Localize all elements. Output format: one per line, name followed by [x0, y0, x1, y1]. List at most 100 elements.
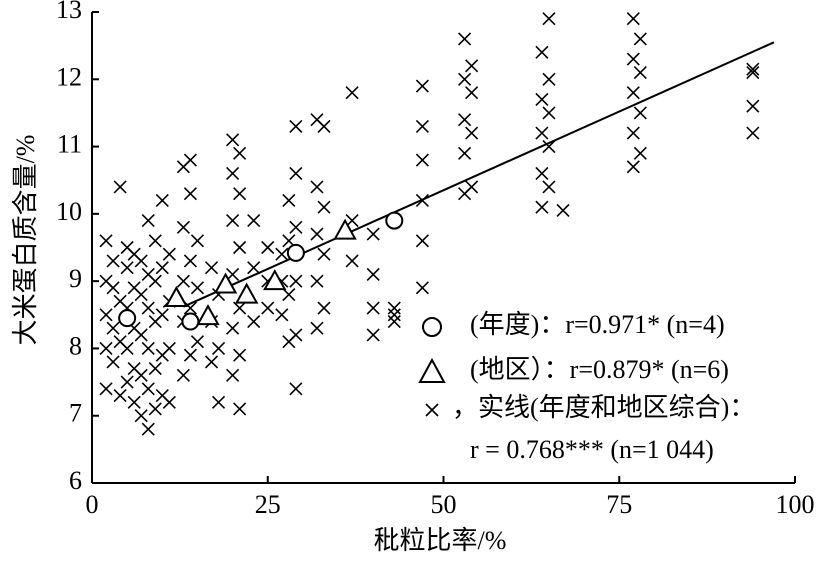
cross-point [633, 32, 647, 46]
region-point [164, 285, 189, 307]
y-tick-label: 10 [56, 197, 82, 226]
x-tick-label: 0 [86, 490, 99, 519]
cross-point [289, 274, 303, 288]
cross-point [106, 281, 120, 295]
cross-point [310, 180, 324, 194]
cross-point [99, 308, 113, 322]
cross-point [542, 140, 556, 154]
region-point [263, 269, 287, 291]
cross-point [282, 193, 296, 207]
cross-point [289, 166, 303, 181]
cross-point [226, 368, 240, 382]
fit-line [182, 41, 775, 308]
y-tick-label: 8 [69, 331, 82, 360]
cross-point [106, 355, 120, 369]
cross-point [415, 281, 429, 295]
cross-point [226, 321, 240, 335]
cross-point [289, 328, 303, 342]
cross-point [415, 234, 429, 248]
cross-point [275, 308, 289, 322]
cross-point [155, 308, 169, 322]
cross-point [345, 254, 359, 268]
cross-point [148, 402, 162, 416]
legend-label: (地区）：r=0.879* (n=6) [470, 355, 729, 384]
cross-point [134, 288, 148, 302]
cross-point [458, 146, 472, 160]
cross-point [183, 348, 197, 362]
cross-point [458, 113, 472, 127]
cross-point [190, 281, 205, 295]
cross-point [204, 355, 219, 369]
cross-point [535, 200, 549, 214]
cross-point [99, 382, 113, 396]
cross-point [633, 106, 647, 120]
cross-point [134, 368, 148, 382]
cross-point [127, 395, 141, 409]
cross-point [99, 234, 113, 248]
cross-point [345, 86, 359, 100]
region-point [333, 218, 357, 240]
cross-point [626, 160, 640, 174]
cross-point [120, 341, 134, 355]
legend-label: ，实线(年度和地区综合)： [452, 393, 755, 422]
cross-point [148, 234, 162, 248]
year-point [181, 312, 200, 331]
cross-point [542, 106, 556, 120]
cross-point [162, 341, 176, 355]
x-tick-label: 50 [431, 490, 457, 519]
cross-point [162, 395, 176, 409]
cross-point [366, 328, 380, 342]
x-tick-label: 25 [255, 490, 281, 519]
cross-point [226, 214, 240, 228]
cross-point [633, 146, 647, 160]
cross-point [542, 12, 556, 26]
cross-point [317, 301, 331, 315]
cross-point [746, 126, 760, 140]
cross-point [626, 86, 640, 100]
cross-point [113, 180, 127, 194]
cross-point [247, 314, 261, 329]
cross-point [155, 261, 169, 275]
cross-point [310, 321, 324, 335]
legend-marker [425, 403, 439, 417]
y-axis-label: 大米蛋白质含量/% [11, 135, 40, 346]
cross-point [176, 368, 190, 382]
cross-point [317, 200, 331, 214]
cross-point [141, 301, 155, 315]
cross-point [148, 274, 162, 288]
cross-point [366, 267, 380, 281]
cross-point [310, 274, 324, 288]
cross-point [275, 247, 289, 261]
cross-point [746, 65, 760, 80]
x-tick-label: 100 [776, 490, 815, 519]
y-tick-label: 9 [69, 264, 82, 293]
y-tick-label: 13 [56, 0, 82, 24]
cross-point [310, 227, 324, 241]
cross-point [247, 214, 261, 228]
cross-point [148, 362, 162, 376]
year-point [286, 243, 305, 262]
x-axis-label: 秕粒比率/% [374, 526, 507, 555]
cross-point [746, 62, 760, 76]
cross-point [141, 214, 155, 228]
cross-point [134, 328, 148, 342]
y-tick-label: 6 [69, 466, 82, 495]
cross-point [233, 240, 247, 255]
cross-point [233, 402, 247, 416]
year-point [385, 211, 404, 230]
cross-point [106, 321, 120, 335]
cross-point [465, 126, 479, 140]
cross-point [141, 341, 155, 355]
cross-point [120, 375, 134, 389]
year-point [118, 309, 137, 328]
cross-point [99, 341, 113, 355]
cross-point [535, 92, 549, 107]
region-point [234, 282, 259, 304]
cross-point [458, 72, 472, 86]
cross-point [415, 153, 429, 167]
cross-point [415, 119, 429, 133]
cross-point [226, 133, 240, 147]
cross-point [261, 301, 275, 315]
cross-point [233, 301, 247, 315]
